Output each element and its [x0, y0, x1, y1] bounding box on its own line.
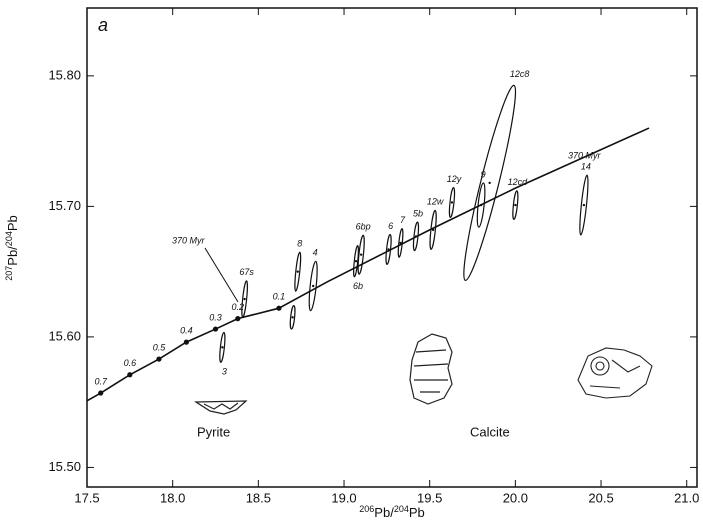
ellipse-label: 12c8 [510, 69, 530, 79]
ellipse-label: 67s [239, 267, 254, 277]
ellipse-label: 4 [313, 248, 318, 258]
x-axis-label: 206Pb/204Pb [359, 504, 425, 520]
annotation-pointer [204, 247, 239, 303]
error-ellipse [294, 251, 302, 292]
y-label-element2: Pb [5, 215, 20, 231]
ellipse-label: 12y [447, 174, 462, 184]
ellipse-center [414, 235, 418, 238]
calcite-label: Calcite [470, 424, 510, 439]
model-point [156, 356, 162, 362]
x-tick-label: 18.0 [160, 490, 185, 505]
ellipse-label: 8 [297, 238, 302, 248]
error-ellipse [241, 280, 248, 318]
model-point [127, 372, 133, 378]
model-point [212, 326, 219, 332]
ellipse-center [479, 203, 483, 207]
model-point [276, 305, 282, 311]
model-point-label: 0.6 [124, 358, 137, 368]
x-tick-label: 20.5 [588, 490, 613, 505]
x-tick-label: 19.5 [417, 490, 442, 505]
error-ellipse [448, 186, 456, 219]
y-label-mass2: 204 [4, 231, 14, 246]
ellipse-center [450, 201, 454, 204]
ellipse-label: 5b [413, 208, 423, 218]
ellipse-center [311, 284, 315, 288]
ellipse-label: 6bp [356, 221, 371, 231]
age-annotation: 370 Myr [172, 235, 206, 245]
pyrite-sketch [194, 400, 248, 415]
error-ellipse [476, 182, 486, 228]
plot-frame [86, 7, 698, 488]
model-point-label: 0.2 [232, 302, 245, 312]
model-point-label: 0.4 [180, 326, 193, 336]
age-annotation: 370 Myr [568, 150, 602, 160]
ellipse-center [359, 253, 363, 256]
y-tick-label: 15.80 [48, 67, 81, 82]
y-axis-label: 207Pb/204Pb [4, 215, 20, 281]
error-ellipse [357, 234, 365, 275]
ellipse-center [291, 316, 294, 319]
x-tick-label: 21.0 [674, 490, 699, 505]
model-point-label: 0.3 [209, 312, 222, 322]
ellipse-center [488, 181, 491, 185]
x-label-mass2: 204 [394, 504, 409, 514]
error-ellipse [429, 209, 437, 250]
ellipse-center [387, 248, 390, 251]
ellipse-label: 3 [222, 367, 227, 377]
model-point-label: 0.1 [273, 292, 286, 302]
ellipse-label: 6 [388, 221, 393, 231]
calcite-sketch [409, 333, 453, 405]
error-ellipse [412, 221, 420, 252]
panel-label: a [98, 15, 108, 35]
y-tick-label: 15.70 [48, 198, 81, 213]
error-ellipse [512, 190, 519, 220]
error-ellipse [463, 84, 517, 282]
y-label-element1: Pb [5, 250, 20, 266]
ellipse-center [296, 270, 299, 273]
growth-curve [86, 127, 650, 402]
error-ellipse [289, 305, 296, 330]
x-tick-label: 18.5 [246, 490, 271, 505]
ellipse-label: 12w [427, 197, 444, 207]
error-ellipse [219, 331, 226, 363]
error-ellipse [397, 228, 404, 258]
y-tick-label: 15.50 [48, 459, 81, 474]
x-tick-label: 19.0 [331, 490, 356, 505]
x-tick-label: 17.5 [74, 490, 99, 505]
model-point [235, 316, 241, 322]
ellipse-center [514, 203, 517, 207]
ellipse-center [582, 203, 586, 207]
ellipse-label: 12cd [508, 177, 529, 187]
ellipse-center [221, 346, 224, 349]
ellipse-label: 6b [353, 281, 363, 291]
x-label-element2: Pb [409, 505, 425, 520]
ellipse-label: 14 [581, 161, 591, 171]
y-label-mass1: 207 [4, 266, 14, 281]
error-ellipse [385, 233, 392, 265]
calcite-fragment-sketch [577, 347, 653, 399]
y-tick-label: 15.60 [48, 328, 81, 343]
x-label-element1: Pb [374, 505, 390, 520]
model-point-label: 0.7 [94, 376, 108, 386]
model-point-label: 0.5 [153, 342, 167, 352]
error-ellipse [353, 245, 359, 278]
error-ellipse [579, 174, 589, 236]
ellipse-center [354, 260, 358, 263]
x-tick-label: 20.0 [503, 490, 528, 505]
ellipse-center [431, 228, 435, 232]
error-ellipse [308, 260, 318, 312]
model-point [98, 390, 104, 396]
model-point [183, 339, 189, 345]
ellipse-label: 7 [400, 215, 406, 225]
ellipse-center [399, 241, 402, 245]
pyrite-label: Pyrite [197, 424, 230, 439]
ellipse-center [243, 297, 246, 301]
x-label-mass1: 206 [359, 504, 374, 514]
